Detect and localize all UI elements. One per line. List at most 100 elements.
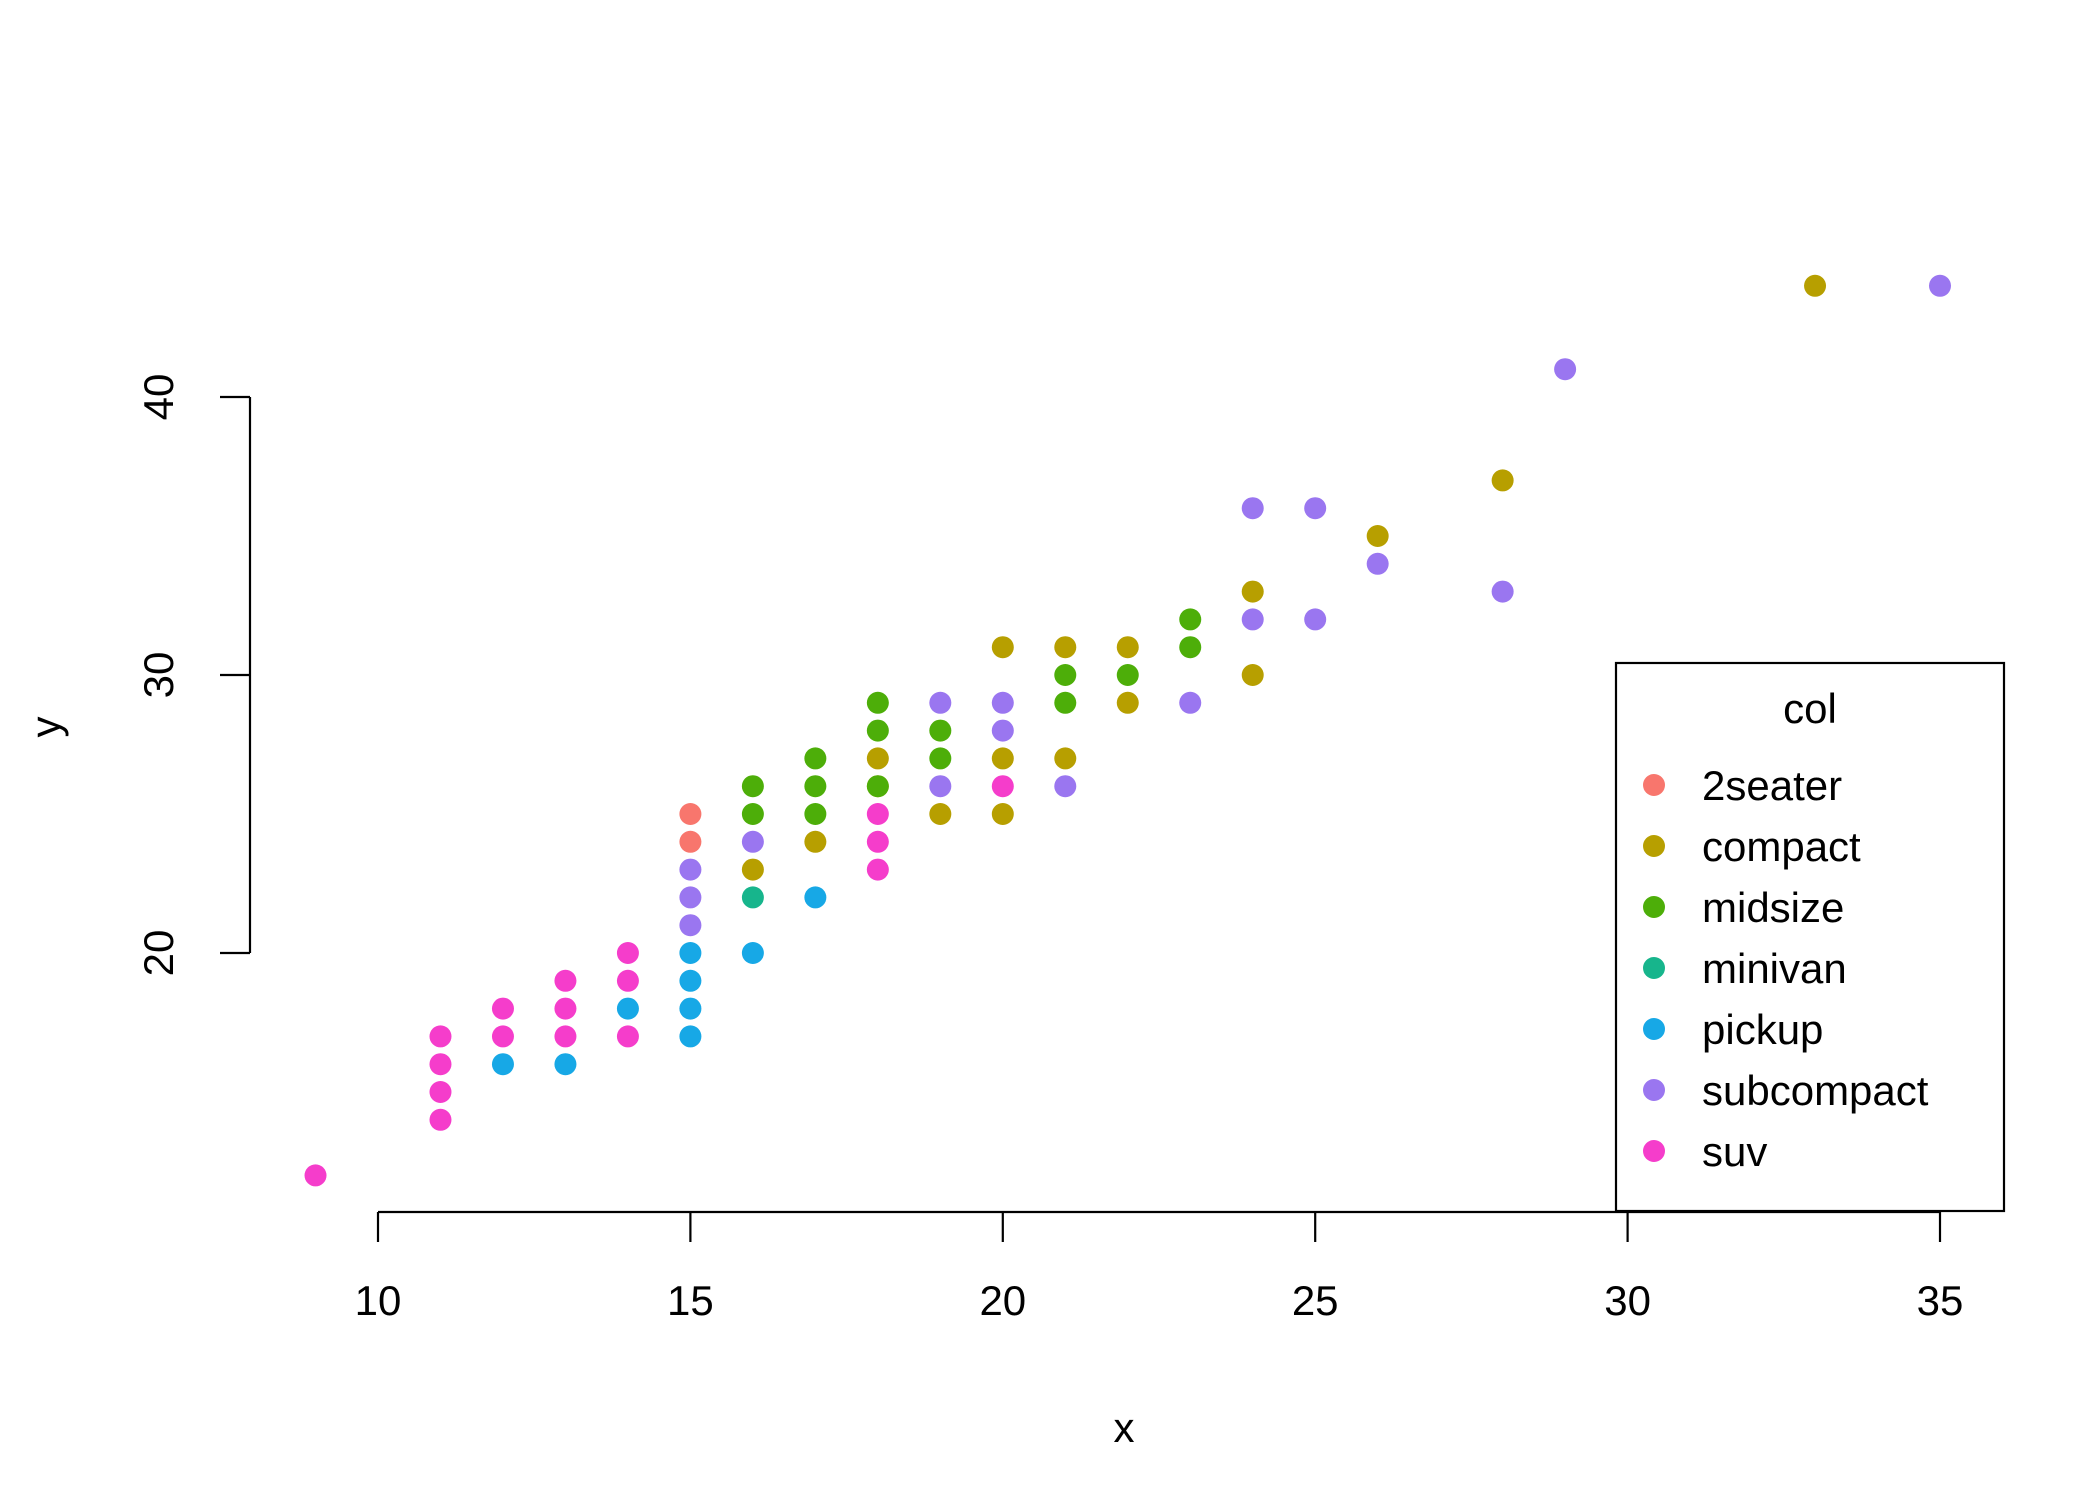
point-subcompact (991, 719, 1014, 742)
x-axis-label: x (1114, 1404, 1135, 1451)
legend-marker-minivan (1643, 957, 1665, 979)
point-pickup (679, 969, 702, 992)
point-compact (1054, 636, 1077, 659)
legend-marker-2seater (1643, 774, 1665, 796)
point-pickup (491, 1053, 514, 1076)
point-compact (1366, 525, 1389, 547)
point-midsize (929, 747, 952, 770)
point-subcompact (929, 775, 952, 798)
point-midsize (804, 775, 827, 798)
x-tick-label: 20 (979, 1277, 1026, 1324)
point-midsize (929, 719, 952, 742)
point-pickup (554, 1053, 577, 1076)
legend-label-2seater: 2seater (1702, 762, 1842, 809)
point-subcompact (1304, 608, 1327, 631)
legend-label-midsize: midsize (1702, 884, 1844, 931)
legend-label-pickup: pickup (1702, 1006, 1823, 1053)
point-compact (1054, 747, 1077, 770)
y-axis-label: y (22, 717, 69, 738)
point-pickup (741, 942, 764, 964)
x-ticks: 10 15 20 25 30 35 (355, 1212, 1964, 1324)
legend-marker-subcompact (1643, 1079, 1665, 1101)
point-compact (741, 858, 764, 881)
point-compact (929, 803, 952, 825)
point-pickup (679, 997, 702, 1020)
point-compact (866, 747, 889, 770)
point-compact (1804, 274, 1827, 297)
point-suv (491, 1025, 514, 1048)
y-tick-label: 40 (135, 374, 182, 421)
point-pickup (679, 1025, 702, 1048)
point-midsize (866, 691, 889, 714)
point-compact (1116, 691, 1139, 714)
point-suv (491, 997, 514, 1020)
point-midsize (866, 719, 889, 742)
point-suv (616, 942, 639, 964)
y-tick-label: 20 (135, 930, 182, 977)
point-midsize (1054, 664, 1077, 686)
legend-marker-suv (1643, 1140, 1665, 1162)
point-subcompact (1304, 497, 1327, 520)
legend-entries: 2seater compact midsize minivan pickup subcom… (1643, 762, 1929, 1175)
point-compact (991, 747, 1014, 770)
point-suv (554, 969, 577, 992)
point-subcompact (679, 858, 702, 881)
point-suv (866, 830, 889, 853)
legend: col 2seater compact midsize minivan pickup su… (1614, 661, 2006, 1213)
point-suv (429, 1081, 452, 1103)
point-2seater (679, 803, 702, 825)
point-midsize (1179, 608, 1202, 631)
point-suv (304, 1164, 327, 1187)
point-compact (991, 803, 1014, 825)
point-suv (429, 1053, 452, 1076)
point-compact (1491, 469, 1514, 492)
legend-marker-compact (1643, 835, 1665, 857)
x-tick-label: 10 (355, 1277, 402, 1324)
point-subcompact (741, 830, 764, 853)
point-suv (616, 1025, 639, 1048)
point-subcompact (1241, 608, 1264, 631)
legend-title: col (1783, 685, 1837, 732)
legend-box (1614, 661, 2006, 1213)
point-subcompact (679, 886, 702, 909)
point-subcompact (679, 914, 702, 937)
x-tick-label: 15 (667, 1277, 714, 1324)
point-midsize (804, 803, 827, 825)
point-midsize (1116, 664, 1139, 686)
point-subcompact (929, 691, 952, 714)
point-pickup (804, 886, 827, 909)
x-tick-label: 35 (1917, 1277, 1964, 1324)
point-midsize (804, 747, 827, 770)
point-subcompact (1179, 691, 1202, 714)
point-subcompact (991, 691, 1014, 714)
y-ticks: 20 30 40 (135, 374, 250, 977)
point-minivan (741, 886, 764, 909)
point-compact (1116, 636, 1139, 659)
point-suv (429, 1025, 452, 1048)
point-compact (804, 830, 827, 853)
point-subcompact (1929, 274, 1951, 297)
point-midsize (1054, 691, 1077, 714)
point-subcompact (1491, 580, 1514, 603)
point-compact (991, 636, 1014, 659)
point-pickup (679, 942, 702, 964)
point-midsize (741, 775, 764, 798)
legend-label-minivan: minivan (1702, 945, 1847, 992)
x-tick-label: 25 (1292, 1277, 1339, 1324)
point-midsize (1179, 636, 1202, 659)
y-tick-label: 30 (135, 652, 182, 699)
legend-marker-pickup (1643, 1018, 1665, 1040)
point-suv (991, 775, 1014, 798)
legend-label-compact: compact (1702, 823, 1861, 870)
legend-label-suv: suv (1702, 1128, 1767, 1175)
point-2seater (679, 830, 702, 853)
x-tick-label: 30 (1604, 1277, 1651, 1324)
point-compact (1241, 580, 1264, 603)
point-suv (429, 1108, 452, 1131)
point-subcompact (1054, 775, 1077, 798)
point-suv (866, 803, 889, 825)
legend-marker-midsize (1643, 896, 1665, 918)
point-compact (1241, 664, 1264, 686)
points-layer (304, 274, 1951, 1187)
